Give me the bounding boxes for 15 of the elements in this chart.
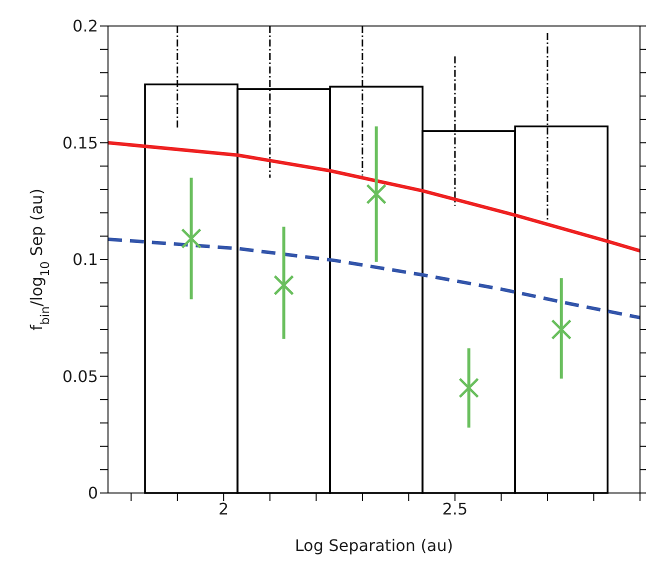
y-tick-label: 0 xyxy=(88,484,98,503)
x-tick-label: 2.5 xyxy=(442,499,468,518)
point xyxy=(274,274,294,296)
y-tick-label: 0.05 xyxy=(62,366,98,386)
point xyxy=(458,378,480,398)
y-tick-label: 0.2 xyxy=(72,16,98,36)
y-tick-label: 0.15 xyxy=(62,133,98,152)
line-series xyxy=(108,141,640,253)
x-axis-title: Log Separation (au) xyxy=(294,536,454,555)
point xyxy=(181,228,202,249)
y-tick-label: 0.1 xyxy=(72,250,98,270)
x-tick-label: 2 xyxy=(218,499,229,518)
point xyxy=(551,319,572,340)
point xyxy=(366,184,387,204)
line-series xyxy=(108,237,640,320)
